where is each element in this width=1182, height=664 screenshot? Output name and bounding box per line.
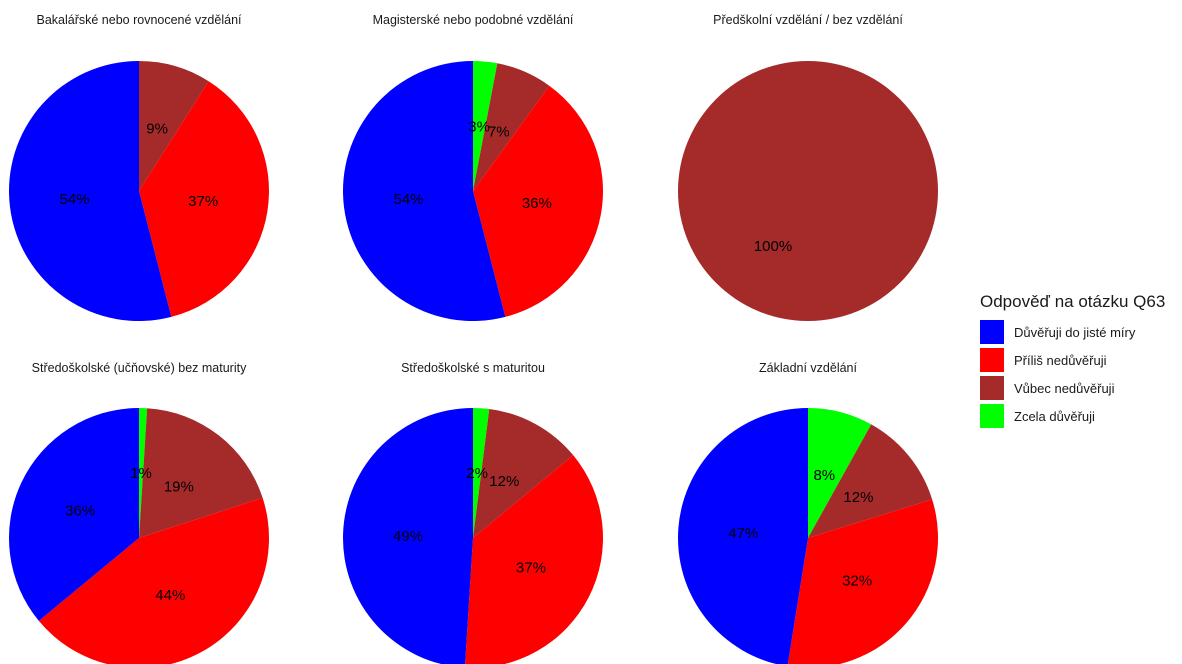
pie-slice-prilis-neduveruji [787,499,938,664]
pie-panel-zakladni-vzdelani: Základní vzdělání 8% 12% 32% 47% [678,361,938,664]
slice-label: 12% [489,473,519,490]
pie-slice-duveruji-do-jiste-miry [9,408,140,621]
pie-panel-bakalarske-nebo-rovnocene-vzdelani: Bakalářské nebo rovnocené vzdělání 9% 37% 5… [8,13,269,321]
legend-label: Zcela důvěřuji [1014,408,1095,424]
pie-slice-vubec-neduveruji [139,408,263,538]
legend-label: Příliš nedůvěřuji [1014,352,1107,368]
pie-slice-vubec-neduveruji [678,61,938,321]
legend-item-prilis-neduveruji: Příliš nedůvěřuji [980,348,1165,372]
legend-label: Důvěřuji do jisté míry [1014,324,1136,340]
slice-label: 54% [393,191,423,208]
pie-panel-stredoskolske-ucnovske-bez-maturity: Středoškolské (učňovské) bez maturity 1% 1… [9,361,269,664]
slice-label: 32% [842,573,872,590]
pie-slice-duveruji-do-jiste-miry [8,61,172,321]
legend-item-zcela-duveruji: Zcela důvěřuji [980,404,1165,428]
pie-slice-vubec-neduveruji [139,61,209,191]
pie-title: Magisterské nebo podobné vzdělání [373,13,574,27]
slice-label: 19% [164,479,194,496]
slice-label: 8% [813,467,835,484]
pie-slice-zcela-duveruji [139,408,148,538]
pie-slice-zcela-duveruji [808,408,872,538]
legend-label: Vůbec nedůvěřuji [1014,380,1115,396]
slice-label: 44% [155,587,185,604]
pie-slice-duveruji-do-jiste-miry [342,61,506,321]
pie-panel-magisterske-nebo-podobne-vzdelani: Magisterské nebo podobné vzdělání 3%7% 36%… [342,13,604,321]
slice-label: 37% [188,193,218,210]
pie-slice-prilis-neduveruji [139,81,269,317]
legend-item-vubec-neduveruji: Vůbec nedůvěřuji [980,376,1165,400]
legend-title: Odpověď na otázku Q63 [980,292,1166,311]
legend-key-blue [980,320,1004,344]
pie-slice-vubec-neduveruji [473,409,574,538]
pie-slice-vubec-neduveruji [808,424,933,538]
pie-slice-zcela-duveruji [473,408,490,538]
pie-slice-duveruji-do-jiste-miry [343,408,473,664]
pie-title: Základní vzdělání [759,361,858,375]
slice-label: 12% [843,489,873,506]
slice-label: 3% [468,118,490,135]
slice-label: 2% [466,465,488,482]
slice-label: 100% [754,238,792,255]
pie-panel-predskolni-vzdelani-bez-vzdelani: Předškolní vzdělání / bez vzdělání 100% [678,13,938,321]
pie-title: Středoškolské (učňovské) bez maturity [32,361,247,375]
legend: Odpověď na otázku Q63 Důvěřuji do jisté … [980,292,1165,432]
slice-label: 1% [130,465,152,482]
pie-title: Předškolní vzdělání / bez vzdělání [713,13,903,27]
slice-label: 36% [65,502,95,519]
pie-slice-prilis-neduveruji [38,497,269,664]
slice-label: 9% [146,121,168,138]
pie-title: Bakalářské nebo rovnocené vzdělání [37,13,243,27]
pie-slice-prilis-neduveruji [473,85,604,317]
legend-key-red [980,348,1004,372]
pie-slice-zcela-duveruji [473,61,498,191]
slice-label: 7% [488,123,510,140]
pie-title: Středoškolské s maturitou [401,361,545,375]
legend-item-duveruji-do-jiste-miry: Důvěřuji do jisté míry [980,320,1165,344]
legend-key-brown [980,376,1004,400]
pie-slice-duveruji-do-jiste-miry [678,408,808,664]
slice-label: 49% [393,528,423,545]
pie-slice-prilis-neduveruji [465,455,603,664]
slice-label: 36% [522,195,552,212]
slice-label: 47% [728,525,758,542]
pie-panel-stredoskolske-s-maturitou: Středoškolské s maturitou 2% 12% 37% 49% [343,361,603,664]
slice-label: 54% [59,191,89,208]
pie-slice-vubec-neduveruji [473,63,550,191]
legend-key-green [980,404,1004,428]
slice-label: 37% [516,560,546,577]
